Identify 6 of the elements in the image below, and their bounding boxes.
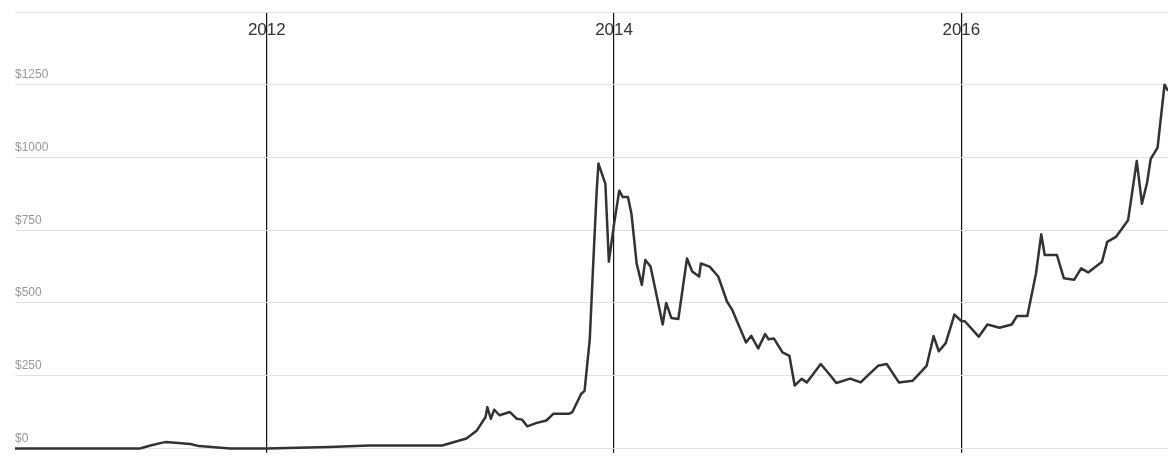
y-tick-label: $500 xyxy=(15,285,43,300)
y-tick-label: $750 xyxy=(15,212,43,227)
y-tick-label: $1250 xyxy=(15,67,49,82)
y-tick-label: $0 xyxy=(15,430,29,445)
y-tick-label: $250 xyxy=(15,358,43,373)
y-tick-label: $1000 xyxy=(15,139,49,154)
